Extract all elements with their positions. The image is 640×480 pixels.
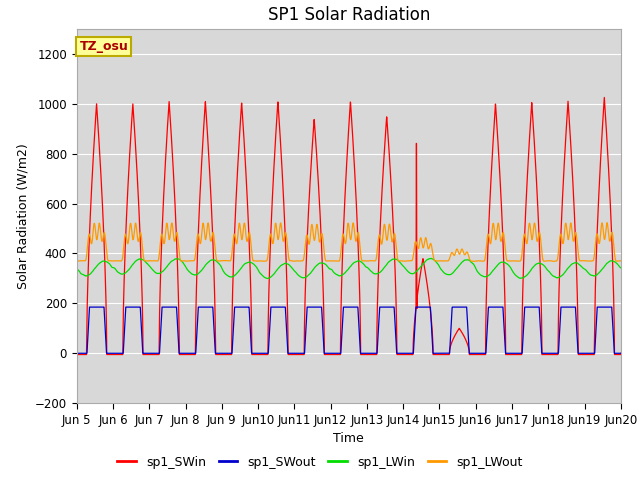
- sp1_LWin: [471, 263, 479, 269]
- sp1_SWin: [502, 325, 509, 331]
- sp1_LWout: [550, 259, 557, 264]
- sp1_SWin: [171, 192, 179, 197]
- Line: sp1_LWout: sp1_LWout: [77, 223, 621, 262]
- sp1_LWin: [441, 270, 449, 276]
- sp1_LWout: [73, 258, 81, 264]
- sp1_SWin: [73, 352, 81, 358]
- sp1_LWout: [502, 248, 509, 254]
- sp1_SWout: [471, 350, 479, 356]
- sp1_LWin: [264, 276, 271, 281]
- sp1_SWout: [441, 350, 449, 356]
- sp1_LWout: [171, 239, 179, 244]
- sp1_LWin: [171, 256, 179, 262]
- Legend: sp1_SWin, sp1_SWout, sp1_LWin, sp1_LWout: sp1_SWin, sp1_SWout, sp1_LWin, sp1_LWout: [113, 451, 527, 474]
- X-axis label: Time: Time: [333, 432, 364, 445]
- Line: sp1_LWin: sp1_LWin: [77, 258, 621, 278]
- sp1_SWout: [86, 304, 93, 310]
- sp1_SWin: [600, 95, 608, 100]
- sp1_SWin: [471, 352, 479, 358]
- sp1_LWin: [616, 265, 624, 271]
- sp1_SWout: [502, 350, 509, 356]
- sp1_SWout: [73, 350, 81, 356]
- sp1_SWin: [616, 352, 624, 358]
- sp1_LWout: [328, 258, 336, 264]
- sp1_SWout: [617, 350, 625, 356]
- sp1_SWin: [328, 352, 336, 358]
- sp1_LWout: [440, 258, 448, 264]
- sp1_LWin: [329, 268, 337, 274]
- sp1_SWout: [329, 350, 337, 356]
- Line: sp1_SWin: sp1_SWin: [77, 97, 621, 355]
- sp1_LWin: [73, 266, 81, 272]
- Y-axis label: Solar Radiation (W/m2): Solar Radiation (W/m2): [17, 143, 29, 289]
- sp1_LWin: [617, 265, 625, 271]
- sp1_LWout: [471, 258, 479, 264]
- sp1_LWout: [604, 220, 611, 226]
- sp1_SWin: [617, 350, 625, 356]
- sp1_LWout: [616, 258, 624, 264]
- Line: sp1_SWout: sp1_SWout: [77, 307, 621, 353]
- sp1_SWout: [616, 350, 624, 356]
- sp1_LWin: [502, 260, 509, 266]
- sp1_LWin: [428, 255, 435, 261]
- Text: TZ_osu: TZ_osu: [79, 40, 128, 53]
- Title: SP1 Solar Radiation: SP1 Solar Radiation: [268, 6, 430, 24]
- sp1_SWin: [440, 352, 448, 358]
- sp1_LWout: [617, 258, 625, 264]
- sp1_SWout: [171, 304, 179, 310]
